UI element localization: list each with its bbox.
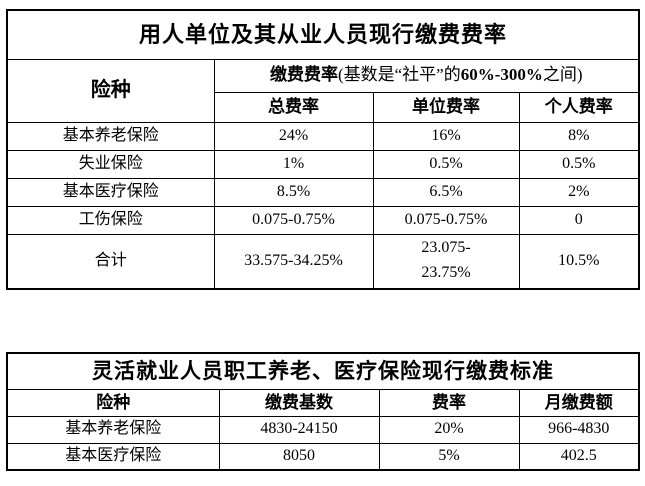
- table-row-total: 合计 33.575-34.25% 23.075- 23.75% 10.5%: [6, 233, 640, 290]
- total-row-employer-rate: 23.075- 23.75%: [372, 233, 520, 290]
- flexible-pension-label: 基本养老保险: [6, 415, 220, 444]
- employer-table-rate-header-row: 险种 缴费费率(基数是“社平”的60%-300%之间): [6, 58, 640, 123]
- unemployment-label: 失业保险: [6, 149, 215, 179]
- rate-header-cell: 缴费费率(基数是“社平”的60%-300%之间): [213, 58, 640, 93]
- unemployment-total-rate: 1%: [213, 149, 374, 179]
- total-rate-header: 总费率: [213, 91, 374, 123]
- table-row-injury: 工伤保险 0.075-0.75% 0.075-0.75% 0: [6, 205, 640, 235]
- flexible-employment-table: 灵活就业人员职工养老、医疗保险现行缴费标准 险种 缴费基数 费率 月缴费额 基本…: [6, 352, 640, 472]
- flexible-medical-rate: 5%: [378, 442, 520, 471]
- pension-label: 基本养老保险: [6, 121, 215, 151]
- flexible-table-title: 灵活就业人员职工养老、医疗保险现行缴费标准: [6, 352, 640, 390]
- flexible-kind-header: 险种: [6, 388, 220, 417]
- total-row-total-rate: 33.575-34.25%: [213, 233, 374, 290]
- table-row-medical: 基本医疗保险 8.5% 6.5% 2%: [6, 177, 640, 207]
- flexible-pension-rate: 20%: [378, 415, 520, 444]
- flexible-table-title-row: 灵活就业人员职工养老、医疗保险现行缴费标准: [6, 352, 640, 390]
- employer-table-title-row: 用人单位及其从业人员现行缴费费率: [6, 9, 640, 60]
- flexible-medical-monthly: 402.5: [518, 442, 640, 471]
- flexible-base-header: 缴费基数: [218, 388, 380, 417]
- employer-table-subheader-row: 总费率 单位费率 个人费率: [7, 91, 640, 123]
- employer-contribution-table: 用人单位及其从业人员现行缴费费率 险种 缴费费率(基数是“社平”的60%-300…: [6, 9, 641, 290]
- rate-header-normal-mid: (基数是“社平”的: [337, 65, 461, 85]
- rate-header-normal-suffix: 之间): [542, 65, 583, 85]
- medical-total-rate: 8.5%: [213, 177, 374, 207]
- flexible-row-medical: 基本医疗保险 8050 5% 402.5: [6, 442, 640, 471]
- total-row-employer-rate-line2: 23.75%: [421, 264, 471, 282]
- flexible-table-header-row: 险种 缴费基数 费率 月缴费额: [6, 388, 640, 417]
- flexible-rate-header: 费率: [378, 388, 520, 417]
- injury-personal-rate: 0: [518, 205, 640, 235]
- injury-employer-rate: 0.075-0.75%: [372, 205, 520, 235]
- flexible-pension-base: 4830-24150: [218, 415, 380, 444]
- table-row-pension: 基本养老保险 24% 16% 8%: [6, 121, 640, 151]
- total-row-label: 合计: [6, 233, 215, 290]
- medical-personal-rate: 2%: [518, 177, 640, 207]
- table-row-unemployment: 失业保险 1% 0.5% 0.5%: [6, 149, 640, 179]
- unemployment-personal-rate: 0.5%: [518, 149, 640, 179]
- rate-header-bold-range: 60%-300%: [460, 65, 543, 85]
- medical-label: 基本医疗保险: [6, 177, 215, 207]
- pension-total-rate: 24%: [213, 121, 374, 151]
- injury-label: 工伤保险: [6, 205, 215, 235]
- employer-rate-header: 单位费率: [372, 91, 520, 123]
- total-row-personal-rate: 10.5%: [518, 233, 640, 290]
- pension-employer-rate: 16%: [372, 121, 520, 151]
- employer-table-title: 用人单位及其从业人员现行缴费费率: [6, 9, 640, 60]
- flexible-medical-base: 8050: [218, 442, 380, 471]
- flexible-medical-label: 基本医疗保险: [6, 442, 220, 471]
- total-row-employer-rate-line1: 23.075-: [421, 239, 471, 257]
- flexible-row-pension: 基本养老保险 4830-24150 20% 966-4830: [6, 415, 640, 444]
- flexible-monthly-header: 月缴费额: [518, 388, 640, 417]
- kind-header-cell: 险种: [6, 58, 215, 123]
- personal-rate-header: 个人费率: [518, 91, 640, 123]
- pension-personal-rate: 8%: [518, 121, 640, 151]
- medical-employer-rate: 6.5%: [372, 177, 520, 207]
- unemployment-employer-rate: 0.5%: [372, 149, 520, 179]
- rate-header-bold-prefix: 缴费费率: [269, 65, 338, 85]
- injury-total-rate: 0.075-0.75%: [213, 205, 374, 235]
- flexible-pension-monthly: 966-4830: [518, 415, 640, 444]
